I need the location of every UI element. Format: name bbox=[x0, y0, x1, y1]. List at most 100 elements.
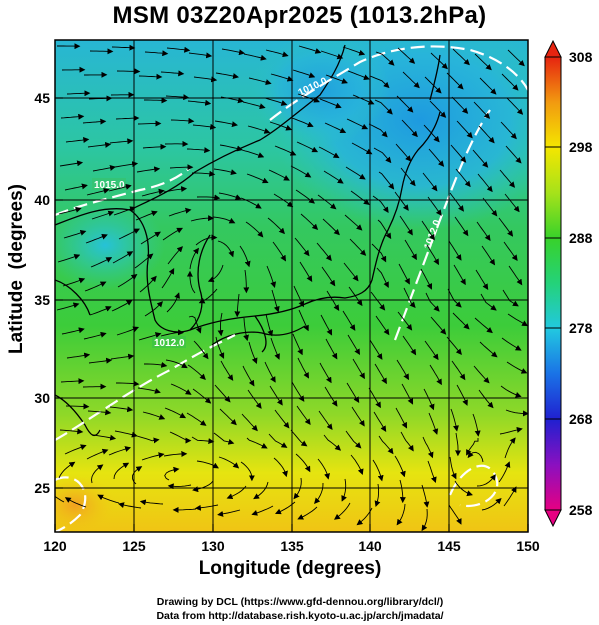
wind-streamline bbox=[84, 281, 107, 292]
wind-streamline bbox=[428, 412, 439, 435]
wind-streamline bbox=[194, 504, 219, 511]
wind-streamline bbox=[319, 98, 342, 109]
wind-streamline bbox=[325, 74, 348, 84]
colorbar: 308 298 288 278 268 258 bbox=[544, 39, 593, 528]
wind-streamline bbox=[375, 315, 390, 336]
wind-streamline bbox=[453, 264, 466, 286]
wind-streamline bbox=[373, 147, 392, 164]
wind-streamline bbox=[476, 474, 496, 487]
wind-streamline bbox=[196, 194, 221, 201]
wind-streamline bbox=[322, 218, 340, 236]
wind-streamline bbox=[247, 389, 262, 409]
wind-streamline bbox=[400, 431, 414, 452]
wind-streamline bbox=[476, 221, 491, 242]
wind-streamline bbox=[351, 406, 365, 427]
wind-streamline bbox=[345, 430, 362, 449]
wind-streamline bbox=[319, 362, 332, 384]
wind-streamline bbox=[111, 44, 136, 51]
wind-streamline bbox=[394, 191, 409, 211]
wind-streamline bbox=[269, 385, 283, 406]
colorbar-ramp bbox=[544, 56, 562, 511]
wind-streamline bbox=[424, 340, 439, 361]
wind-streamline bbox=[323, 434, 342, 451]
wind-streamline bbox=[219, 408, 237, 426]
wind-streamline bbox=[293, 285, 305, 308]
wind-streamline bbox=[351, 142, 373, 155]
wind-streamline bbox=[293, 477, 302, 500]
wind-streamline bbox=[172, 506, 197, 513]
wind-streamline bbox=[160, 329, 184, 337]
wind-streamline bbox=[396, 503, 406, 526]
wind-streamline bbox=[217, 312, 224, 337]
wind-streamline bbox=[65, 137, 90, 143]
wind-streamline bbox=[207, 264, 224, 283]
wind-streamline bbox=[374, 99, 393, 115]
wind-streamline bbox=[505, 409, 528, 417]
wind-streamline bbox=[291, 117, 314, 128]
wind-streamline bbox=[320, 50, 344, 60]
wind-streamline bbox=[188, 315, 202, 334]
wind-streamline bbox=[264, 97, 288, 106]
wind-streamline bbox=[57, 254, 81, 263]
wind-streamline bbox=[368, 123, 388, 138]
wind-streamline bbox=[377, 219, 392, 240]
wind-streamline bbox=[163, 450, 188, 457]
wind-streamline bbox=[91, 464, 104, 484]
wind-streamline bbox=[504, 437, 516, 459]
wind-streamline bbox=[186, 147, 211, 154]
wind-streamline bbox=[501, 73, 519, 91]
wind-streamline bbox=[162, 227, 183, 241]
contour-line-1012-east bbox=[393, 109, 491, 341]
wind-streamline bbox=[66, 352, 91, 359]
wind-streamline bbox=[188, 52, 213, 59]
y-tick-label: 25 bbox=[34, 480, 50, 496]
wind-streamline bbox=[113, 206, 137, 216]
x-axis: 120 125 130 135 140 145 150 bbox=[43, 524, 540, 554]
wind-streamline bbox=[507, 49, 525, 67]
wind-streamline bbox=[86, 448, 109, 460]
wind-streamline bbox=[370, 291, 386, 311]
wind-streamline bbox=[421, 484, 430, 508]
wind-streamline bbox=[196, 460, 219, 469]
x-axis-label: Longitude (degrees) bbox=[198, 558, 382, 579]
drawing-credit: Drawing by DCL (https://www.gfd-dennou.o… bbox=[156, 596, 444, 608]
wind-streamline bbox=[430, 52, 448, 70]
wind-streamline bbox=[501, 337, 522, 351]
wind-streamline bbox=[243, 53, 267, 61]
wind-streamline bbox=[347, 334, 361, 356]
wind-streamline bbox=[422, 436, 434, 459]
wind-streamline bbox=[295, 189, 315, 204]
wind-streamline bbox=[429, 100, 447, 118]
wind-streamline bbox=[397, 311, 413, 331]
wind-streamline bbox=[369, 339, 383, 360]
wind-streamline bbox=[136, 435, 160, 444]
wind-streamline bbox=[218, 192, 242, 200]
wind-streamline bbox=[169, 164, 194, 171]
y-axis: 25 30 35 40 45 bbox=[34, 90, 63, 496]
wind-streamline bbox=[192, 170, 216, 177]
wind-streamline bbox=[314, 482, 324, 504]
wind-streamline bbox=[135, 210, 158, 221]
wind-streamline bbox=[401, 119, 418, 138]
wind-streamline bbox=[402, 335, 417, 356]
wind-streamline bbox=[297, 506, 318, 520]
contour-label-1015: 1015.0 bbox=[94, 180, 125, 191]
wind-streamline bbox=[116, 68, 141, 75]
wind-streamline bbox=[142, 143, 167, 150]
wind-streamline bbox=[118, 502, 142, 509]
contour-line-1010 bbox=[269, 45, 528, 121]
wind-streamline bbox=[248, 77, 272, 85]
wind-streamline bbox=[186, 412, 207, 426]
x-tick-label: 120 bbox=[43, 538, 67, 554]
wind-streamline bbox=[246, 437, 268, 449]
wind-streamline bbox=[455, 168, 471, 188]
wind-streamline bbox=[498, 461, 511, 483]
wind-streamline bbox=[324, 122, 347, 134]
wind-streamline bbox=[226, 485, 247, 500]
wind-streamline bbox=[371, 243, 387, 263]
wind-streamline bbox=[58, 206, 82, 215]
wind-streamline bbox=[242, 101, 266, 110]
wind-streamline bbox=[240, 197, 262, 209]
wind-streamline bbox=[427, 460, 437, 484]
wind-streamline bbox=[217, 240, 234, 258]
